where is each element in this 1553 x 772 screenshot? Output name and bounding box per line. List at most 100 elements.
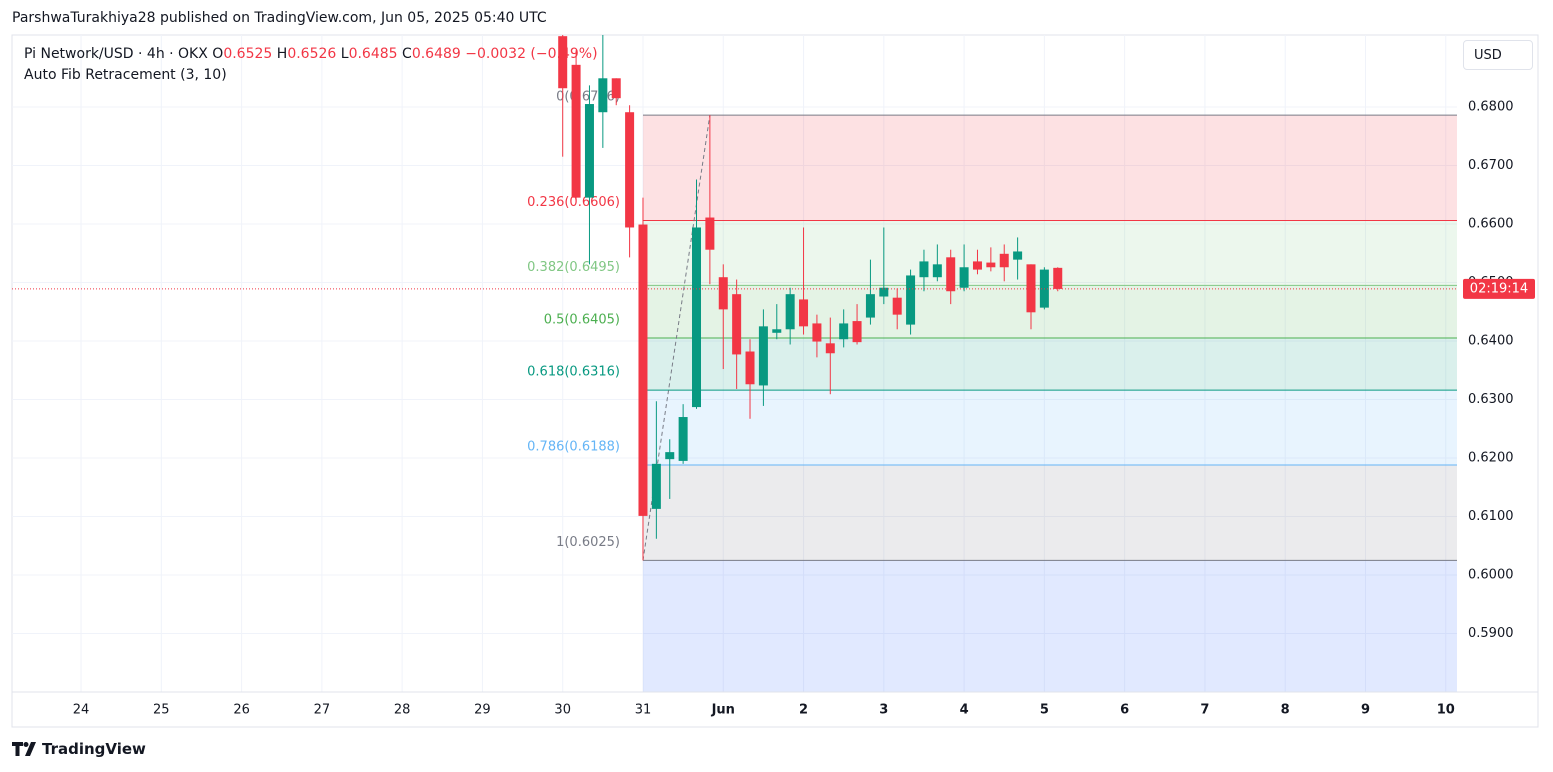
fib-label: 0.5(0.6405) (544, 313, 620, 328)
candle-body (946, 257, 956, 292)
candle-body (1013, 251, 1023, 260)
candle-body (959, 267, 969, 288)
candle-body (972, 261, 982, 270)
fib-band (642, 390, 1457, 466)
x-tick-label: 31 (635, 703, 652, 718)
y-tick-label: 0.6000 (1468, 567, 1514, 582)
ohlc-value: 0.6525 (223, 46, 273, 62)
candle-body (625, 112, 635, 228)
x-tick-label: 27 (314, 703, 331, 718)
candle-body (892, 297, 902, 315)
x-tick-label: 5 (1040, 703, 1049, 718)
brand: TradingView (42, 740, 146, 758)
ohlc-value: 0.6526 (287, 46, 337, 62)
candle-body (772, 329, 782, 333)
x-tick-label: 24 (73, 703, 90, 718)
candle-body (571, 64, 581, 198)
legend-row: Pi Network/USD · 4h · OKX O0.6525 H0.652… (24, 44, 598, 65)
candle-body (678, 417, 688, 461)
x-tick-label: 8 (1281, 703, 1290, 718)
ohlc-key: C (402, 46, 412, 62)
fib-label: 0(0.6786) (556, 90, 620, 105)
candle-body (812, 323, 822, 342)
fib-label: 0.382(0.6495) (527, 260, 620, 275)
candle-body (611, 78, 621, 99)
ohlc: O0.6525 H0.6526 L0.6485 C0.6489 (208, 46, 461, 62)
change: −0.0032 (−0.49%) (465, 46, 598, 62)
candle-body (705, 217, 715, 250)
x-tick-label: 29 (474, 703, 491, 718)
candle-body (879, 287, 889, 297)
fib-band (642, 465, 1457, 561)
fib-label: 0.618(0.6316) (527, 365, 620, 380)
symbol: Pi Network/USD · 4h · OKX (24, 46, 208, 62)
candle-body (825, 343, 835, 354)
currency-button[interactable]: USD (1463, 40, 1533, 70)
y-tick-label: 0.6700 (1468, 158, 1514, 173)
ohlc-key: H (276, 46, 288, 62)
ohlc-key: L (340, 46, 349, 62)
candle-body (865, 294, 875, 318)
candle-body (558, 36, 568, 89)
candle-body (692, 227, 702, 408)
candle-body (665, 452, 675, 460)
axes: 0.59000.60000.61000.62000.63000.64000.65… (12, 99, 1538, 718)
candle-body (932, 264, 942, 278)
countdown: 02:19:14 (1470, 281, 1528, 296)
x-tick-label: 6 (1120, 703, 1129, 718)
candle-body (839, 323, 849, 340)
byline: ParshwaTurakhiya28 published on TradingV… (12, 10, 547, 26)
x-tick-label: 30 (554, 703, 571, 718)
indicator: Auto Fib Retracement (3, 10) (24, 67, 227, 83)
x-tick-label: 9 (1361, 703, 1370, 718)
fib-label: 1(0.6025) (556, 535, 620, 550)
footer: TradingView (12, 740, 146, 758)
legend: Pi Network/USD · 4h · OKX O0.6525 H0.652… (24, 44, 598, 86)
candle-body (732, 294, 742, 355)
x-tick-label: Jun (711, 703, 735, 718)
fib-retracement: 0(0.6786) 0.236(0.6606) 0.382(0.6495) 0.5(0… (527, 90, 1457, 692)
y-tick-label: 0.6800 (1468, 99, 1514, 114)
candle-body (651, 463, 661, 509)
chart-frame (11, 34, 1539, 728)
x-tick-label: 7 (1200, 703, 1209, 718)
candle-body (986, 262, 996, 268)
candle-body (852, 321, 862, 343)
candle-body (758, 326, 768, 386)
candle-body (1053, 267, 1063, 289)
fib-trend (642, 115, 711, 561)
ohlc-key: O (212, 46, 224, 62)
fib-band (642, 115, 1457, 221)
x-tick-label: 28 (394, 703, 411, 718)
y-tick-label: 0.6100 (1468, 509, 1514, 524)
candle-body (919, 261, 929, 278)
candle-body (638, 224, 648, 516)
x-tick-label: 4 (960, 703, 969, 718)
x-tick-label: 26 (233, 703, 250, 718)
fib-band (642, 338, 1457, 391)
ohlc-value: 0.6485 (348, 46, 398, 62)
fib-label: 0.786(0.6188) (527, 440, 620, 455)
candle-body (598, 78, 608, 113)
candle-body (718, 277, 728, 310)
candle-body (785, 294, 795, 330)
fib-band (642, 560, 1457, 692)
candle-body (1026, 264, 1036, 313)
candle-body (584, 104, 594, 198)
x-tick-label: 3 (879, 703, 888, 718)
y-tick-label: 0.6600 (1468, 216, 1514, 231)
fib-label: 0.236(0.6606) (527, 195, 620, 210)
y-tick-label: 0.6300 (1468, 392, 1514, 407)
candle-body (999, 253, 1009, 268)
x-tick-label: 10 (1437, 703, 1455, 718)
candle-body (906, 275, 916, 325)
y-tick-label: 0.6200 (1468, 450, 1514, 465)
logo (12, 742, 36, 756)
candle-body (799, 299, 809, 327)
countdown-box (1463, 278, 1535, 299)
y-tick-label: 0.5900 (1468, 626, 1514, 641)
candle-body (745, 351, 755, 385)
x-tick-label: 2 (799, 703, 808, 718)
